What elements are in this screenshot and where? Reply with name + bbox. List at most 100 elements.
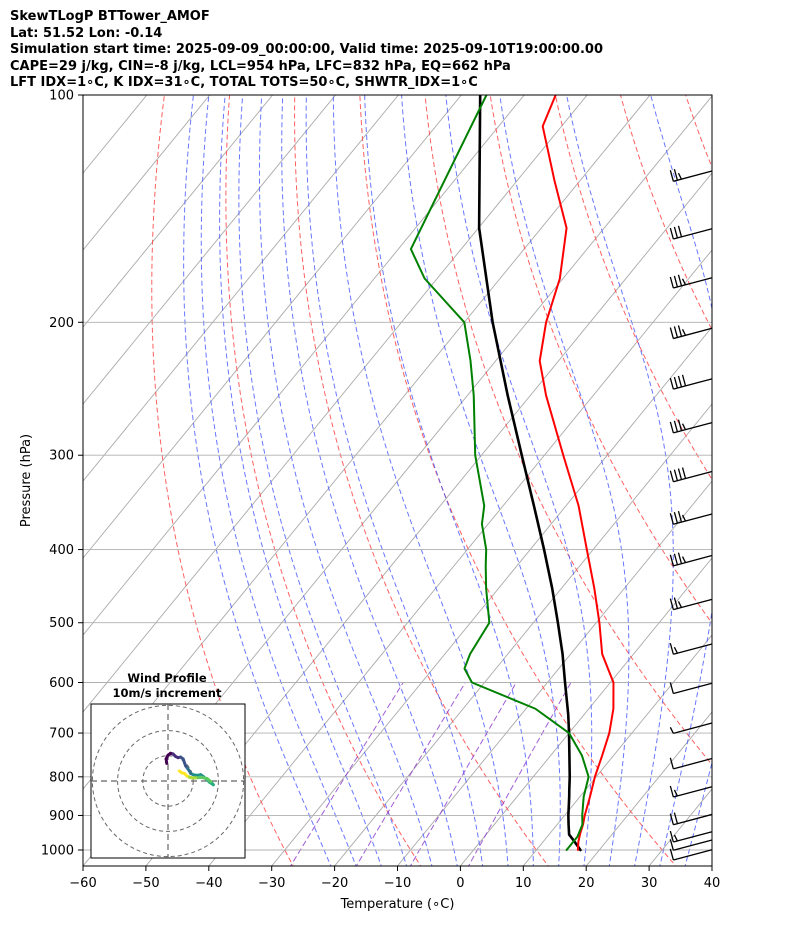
isotherm-line <box>271 326 712 866</box>
wind-barb-staff <box>673 170 713 182</box>
wind-barb <box>669 682 713 695</box>
wind-barb <box>669 785 713 798</box>
wind-barb-feather <box>677 601 683 608</box>
dry-adiabat-line <box>424 95 712 766</box>
wind-barb <box>669 510 713 525</box>
dewpoint-line <box>409 95 590 851</box>
isotherm-line <box>459 557 712 866</box>
wind-barb-feather <box>677 172 683 180</box>
wind-barb-feather <box>677 510 683 523</box>
wind-barb-feather <box>677 468 683 480</box>
wind-barb-feather <box>673 812 679 824</box>
x-tick-label: 40 <box>704 876 721 891</box>
wind-barb-feather <box>669 830 674 843</box>
x-tick-label: −50 <box>132 876 159 891</box>
dry-adiabat-line <box>225 95 422 866</box>
moist-adiabat-line <box>566 95 674 866</box>
isotherm-line <box>334 403 712 866</box>
hodograph-segment <box>177 769 184 775</box>
x-tick-label: −60 <box>69 876 96 891</box>
wind-barb-feather <box>681 374 687 387</box>
wind-barb-feather <box>677 325 683 337</box>
x-tick-label: 10 <box>515 876 532 891</box>
isotherm-line <box>83 95 337 405</box>
wind-barb-feather <box>677 552 683 564</box>
wind-barb-staff <box>673 327 713 340</box>
chart-title-line-4: CAPE=29 j/kg, CIN=-8 j/kg, LCL=954 hPa, … <box>10 59 511 74</box>
wind-barb <box>669 757 713 770</box>
wind-barb-feather <box>681 556 687 563</box>
x-tick-label: 20 <box>578 876 595 891</box>
dry-adiabat-line <box>745 78 794 869</box>
wind-barb-feather <box>673 646 678 654</box>
wind-barb-feather <box>673 169 679 181</box>
chart-title-line-5: LFT IDX=1∘C, K IDX=31∘C, TOTAL TOTS=50∘C… <box>10 75 478 90</box>
dry-adiabat-line <box>489 95 712 625</box>
wind-barb-feather <box>669 377 674 390</box>
wind-barb-feather <box>669 643 674 655</box>
wind-barb <box>669 467 713 483</box>
wind-barb <box>669 169 713 182</box>
isotherm-line <box>396 480 712 866</box>
wind-barb-feather <box>673 789 678 797</box>
wind-barb <box>669 374 713 390</box>
moist-adiabat-line <box>650 95 712 866</box>
hodograph-title: Wind Profile <box>127 671 207 685</box>
mixing-ratio-line <box>409 682 517 866</box>
wind-barb-feather <box>681 467 687 479</box>
wind-barb-feather <box>681 329 687 336</box>
hodograph-subtitle: 10m/s increment <box>113 686 222 700</box>
y-tick-label: 300 <box>49 449 74 464</box>
wind-barb-feather <box>677 375 683 388</box>
moist-adiabat-line <box>499 95 630 866</box>
isotherm-line <box>585 711 712 866</box>
wind-barb-feather <box>681 423 687 430</box>
wind-barb-staff <box>673 378 713 390</box>
wind-barb-feather <box>669 727 674 734</box>
wind-barb-feather <box>673 420 679 432</box>
isotherm-line <box>711 865 712 866</box>
wind-barb <box>669 812 713 826</box>
plot-grid <box>83 78 794 869</box>
wind-barb-staff <box>673 598 713 611</box>
wind-barb-staff <box>673 470 713 483</box>
wind-barb-feather <box>669 421 674 434</box>
wind-barb-staff <box>673 513 713 525</box>
wind-barb <box>669 325 713 340</box>
mixing-ratio-line <box>289 682 404 866</box>
x-tick-label: −10 <box>384 876 411 891</box>
wind-barb-staff <box>673 757 713 770</box>
wind-barb <box>669 643 713 655</box>
y-tick-label: 200 <box>49 316 74 331</box>
isotherm-line <box>145 172 712 866</box>
wind-barb <box>669 552 713 567</box>
wind-barb-feather <box>669 554 674 567</box>
isotherm-line <box>83 95 588 713</box>
x-tick-label: 30 <box>641 876 658 891</box>
moist-adiabat-line <box>401 95 561 866</box>
wind-barb-feather <box>673 469 679 481</box>
isotherm-line <box>83 95 462 559</box>
mixing-ratio-line <box>467 682 572 866</box>
wind-barb-staff <box>673 849 713 861</box>
wind-barb-staff <box>673 682 713 695</box>
wind-barb-staff <box>673 643 713 655</box>
wind-barb-staff <box>673 228 713 240</box>
y-axis-label: Pressure (hPa) <box>19 434 34 527</box>
wind-barb-staff <box>673 554 713 567</box>
mixing-ratio-line <box>355 682 466 866</box>
wind-barb-feather <box>669 227 674 240</box>
wind-barb-staff <box>673 421 713 434</box>
y-tick-label: 1000 <box>41 844 74 859</box>
wind-barb-feather <box>673 512 679 524</box>
wind-barb-feather <box>673 275 679 288</box>
wind-barb-staff <box>673 722 713 734</box>
wind-barb-feather <box>669 470 674 482</box>
wind-barb-feather <box>673 834 678 842</box>
wind-barb-staff <box>673 839 713 851</box>
wind-barb-feather <box>669 813 674 825</box>
isotherm-line <box>83 95 274 328</box>
wind-barb-feather <box>673 376 679 389</box>
